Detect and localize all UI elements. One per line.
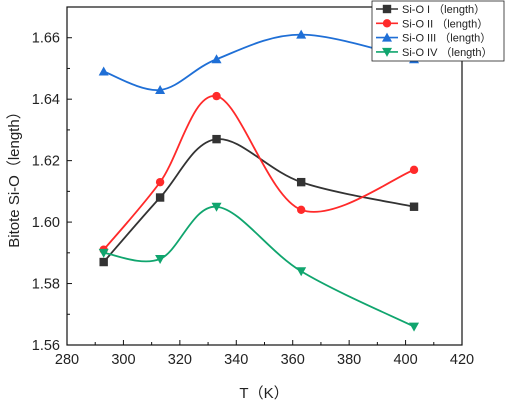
series-2 (99, 91, 419, 254)
data-point (409, 322, 420, 332)
data-point (296, 177, 306, 187)
x-tick-label: 320 (168, 352, 192, 368)
x-tick-label: 420 (450, 352, 474, 368)
x-tick-label: 300 (111, 352, 135, 368)
data-point (212, 91, 221, 101)
legend-label: Si-O III （length） (402, 32, 491, 45)
legend-label: Si-O II （length） (402, 17, 488, 30)
data-point (98, 66, 109, 76)
y-tick-label: 1.62 (32, 154, 60, 170)
series-3 (98, 29, 420, 94)
legend-label: Si-O IV （length） (402, 46, 492, 59)
legend-item: Si-O I （length） (376, 3, 485, 16)
legend-marker (382, 19, 392, 28)
y-tick-label: 1.58 (32, 277, 60, 293)
legend-marker (382, 4, 392, 14)
data-point (155, 177, 165, 187)
legend-marker (382, 32, 392, 42)
series-line (103, 33, 415, 91)
y-tick-label: 1.66 (32, 31, 60, 47)
data-point (409, 202, 419, 211)
data-point (98, 248, 109, 258)
y-tick-label: 1.60 (32, 215, 60, 231)
x-tick-label: 340 (224, 352, 248, 368)
legend-item: Si-O IV （length） (376, 46, 492, 59)
legend-item: Si-O II （length） (376, 17, 488, 30)
y-tick-label: 1.64 (32, 92, 60, 108)
x-tick-label: 360 (281, 352, 305, 368)
legend-label: Si-O I （length） (402, 3, 485, 16)
x-tick-label: 400 (393, 352, 417, 368)
data-point (155, 84, 166, 94)
legend-item: Si-O III （length） (376, 32, 491, 45)
data-point (296, 29, 307, 39)
data-point (211, 202, 222, 212)
x-tick-label: 380 (337, 352, 361, 368)
data-point (212, 134, 221, 144)
series-4 (98, 202, 420, 332)
series-line (102, 95, 415, 251)
data-point (99, 257, 108, 267)
y-axis-title: Bitote Si-O（length） (6, 104, 23, 247)
legend-marker (382, 47, 392, 57)
legend-box (371, 0, 505, 62)
data-point (155, 254, 166, 264)
x-axis-title: T（K） (239, 385, 288, 402)
x-tick-label: 280 (55, 352, 79, 368)
data-point (296, 205, 306, 214)
series-layer (98, 29, 420, 332)
legend: Si-O I （length）Si-O II （length） Si-O III … (371, 0, 505, 62)
y-axis: 1.56 1.58 1.60 1.62 1.64 1.66 (32, 31, 72, 354)
data-point (409, 165, 419, 175)
y-tick-label: 1.56 (32, 338, 60, 354)
x-axis: 280 300 320 340 360 380 400 420 (55, 340, 474, 368)
data-point (155, 193, 165, 202)
series-line (103, 205, 415, 328)
data-point (211, 54, 222, 64)
data-point (296, 267, 307, 277)
series-1 (99, 134, 419, 267)
